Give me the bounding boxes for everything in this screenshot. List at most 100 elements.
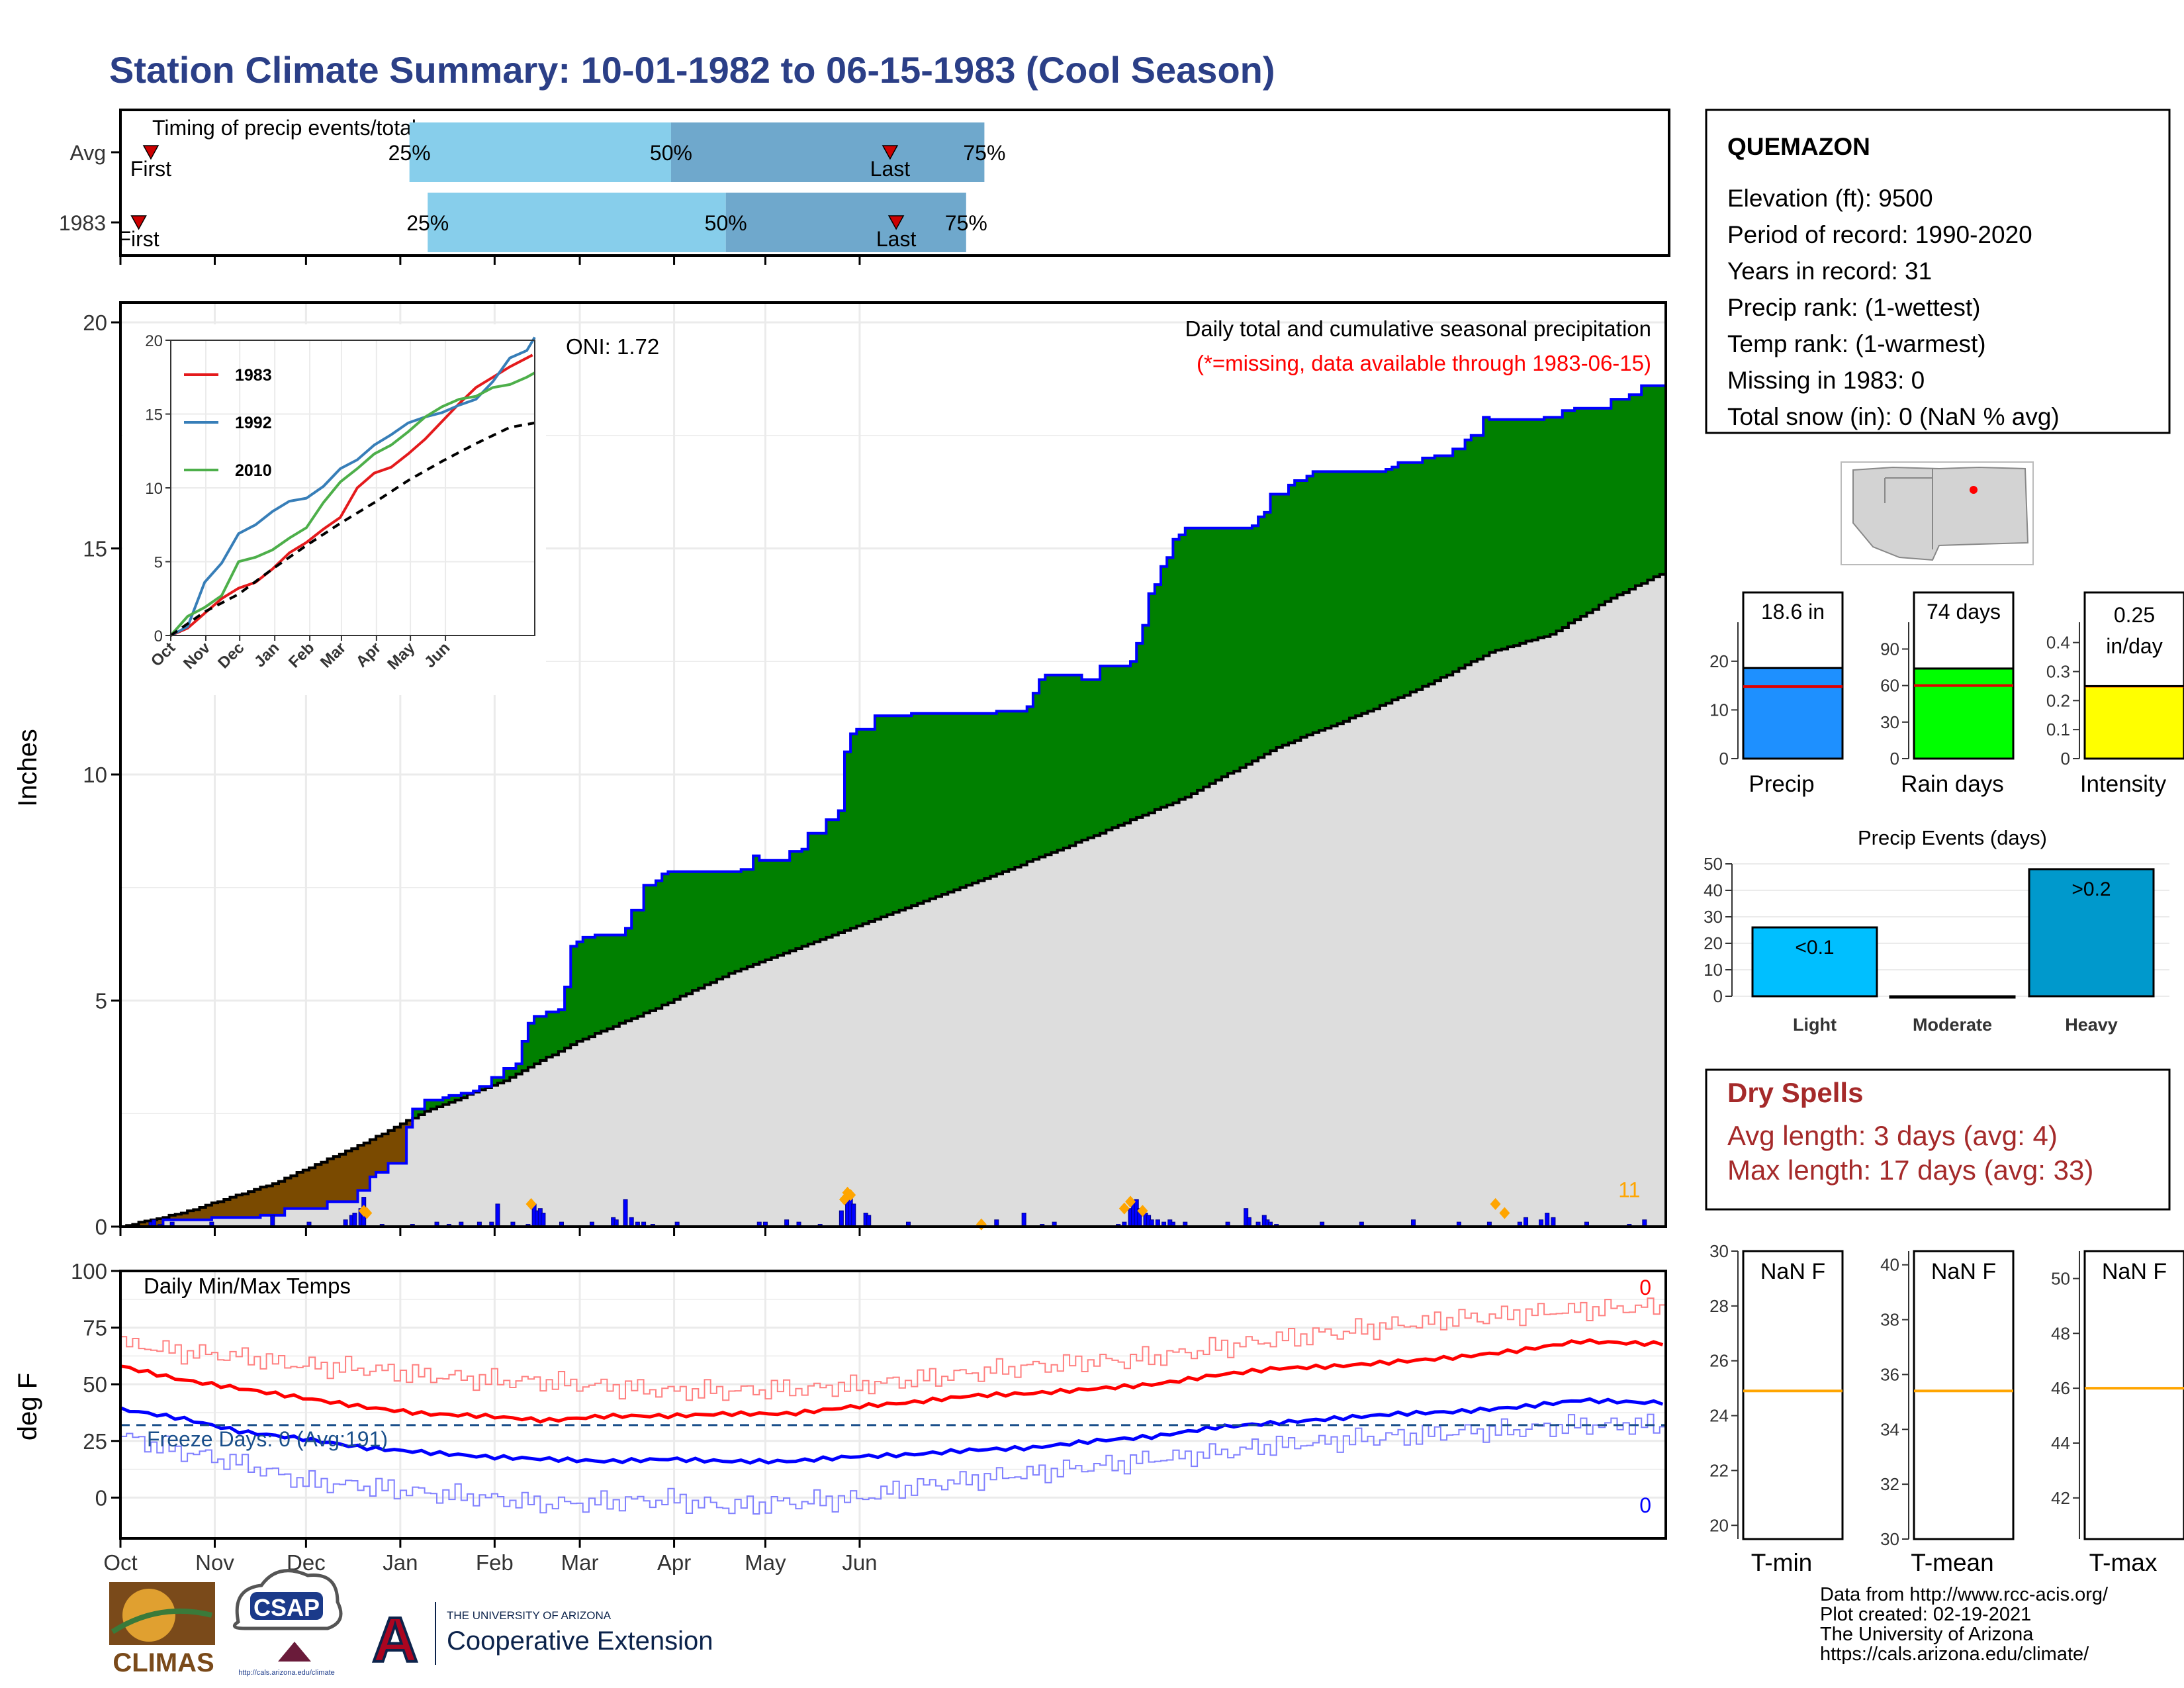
station-name: QUEMAZON [1727,133,1870,160]
station-line: Years in record: 31 [1727,258,1932,285]
wet-anomaly-area [1112,666,1119,828]
events-title: Precip Events (days) [1858,826,2047,849]
daily-precip-bar [866,1215,872,1227]
wet-anomaly-area [1404,462,1411,696]
events-bar [1751,926,1878,998]
dry-anomaly-area [291,1176,298,1209]
wet-anomaly-area [631,910,638,1019]
daily-precip-bar [495,1203,500,1227]
temps-title: Daily Min/Max Temps [144,1274,351,1298]
dry-anomaly-area [242,1194,249,1218]
wet-anomaly-area [479,1086,486,1090]
wet-anomaly-area [1191,528,1198,794]
daily-precip-bar [623,1199,628,1227]
timing-q25-label: 25% [388,141,431,165]
daily-precip-bar [1551,1217,1556,1227]
precip-title: Daily total and cumulative seasonal prec… [1185,316,1651,341]
dry-anomaly-area [187,1211,194,1220]
last-event-marker [882,145,899,160]
dry-anomaly-area [236,1195,243,1218]
wet-anomaly-area [801,849,809,947]
temp-1983-line [120,1397,1664,1465]
wet-anomaly-area [777,860,784,956]
wet-anomaly-area [449,1095,456,1103]
wet-anomaly-area [680,871,687,996]
wet-anomaly-area [1081,679,1089,841]
wet-anomaly-area [1580,408,1588,616]
dry-anomaly-area [199,1207,206,1220]
wet-anomaly-area [796,851,803,949]
first-event-label: First [130,157,171,181]
wet-anomaly-area [1197,528,1204,790]
wet-anomaly-area [510,1068,517,1078]
station-line: Period of record: 1990-2020 [1727,221,2032,248]
event-count-label: 11 [1618,1178,1640,1202]
wet-anomaly-area [716,871,723,980]
wet-anomaly-area [1093,679,1101,836]
csap-logo-text: CSAP [253,1594,320,1621]
inset-ytick-label: 5 [154,554,163,572]
wet-anomaly-area [1203,528,1210,787]
inset-legend-label: 2010 [235,461,272,480]
wet-anomaly-area [1355,471,1362,716]
daily-precip-bar [1524,1217,1529,1227]
timing-q50-label: 50% [705,211,747,235]
wet-anomaly-area [1550,417,1557,635]
wet-anomaly-area [1392,467,1399,700]
wet-anomaly-area [1173,539,1180,803]
stat-value-box [1742,591,1844,669]
dry-anomaly-area [382,1133,389,1173]
dry-anomaly-area [345,1150,352,1202]
wet-anomaly-area [540,1016,547,1060]
stat-bar [1913,667,2015,760]
dry-anomaly-area [327,1158,334,1202]
wet-anomaly-area [771,860,778,958]
wet-anomaly-area [601,935,608,1031]
events-category-label: Moderate [1913,1015,1992,1035]
precip-ytick-label: 10 [83,763,107,787]
wet-anomaly-area [1319,471,1326,731]
wet-anomaly-area [1501,419,1508,649]
wet-anomaly-area [966,713,973,886]
wet-anomaly-area [613,935,620,1027]
dry-anomaly-area [302,1170,310,1209]
inset-ytick-label: 15 [145,406,163,424]
dry-spells-box: Dry Spells Avg length: 3 days (avg: 4) M… [1705,1068,2171,1211]
wet-anomaly-area [1495,419,1502,651]
stat-ytick-label: 0.2 [2046,690,2070,710]
wet-anomaly-area [570,946,578,1045]
temps-xtick-label: Nov [195,1550,234,1575]
wet-anomaly-area [820,833,827,940]
tstat-ytick-label: 28 [1709,1296,1729,1316]
inset-series-line [170,353,533,637]
tstat-box [1913,1250,2015,1540]
tstat-ytick-label: 26 [1709,1351,1729,1371]
wet-anomaly-area [1483,417,1490,656]
wet-anomaly-area [497,1077,504,1084]
wet-anomaly-area [710,871,717,983]
dry-anomaly-area [169,1215,176,1220]
wet-anomaly-area [527,1023,535,1068]
wet-anomaly-area [1434,455,1441,681]
stat-value-label: 18.6 in [1761,600,1825,624]
wet-anomaly-area [1160,566,1167,808]
dry-anomaly-area [369,1139,377,1177]
dry-anomaly-area [321,1162,328,1209]
first-event-marker [142,145,159,160]
dry-anomaly-area [296,1172,304,1209]
wet-anomaly-area [1641,385,1649,584]
timing-q75-label: 75% [945,211,987,235]
timing-bar-q25-q50 [409,122,671,182]
dry-anomaly-area [272,1184,279,1215]
wet-anomaly-area [996,711,1003,874]
wet-anomaly-area [1465,440,1472,665]
precip-panel: Daily total and cumulative seasonal prec… [13,301,1667,1239]
event-marker [845,1189,856,1201]
daily-precip-bar [1545,1213,1550,1227]
tstat-value-label: NaN F [2102,1259,2167,1284]
wet-anomaly-area [948,713,955,892]
wet-anomaly-area [662,874,668,1006]
wet-anomaly-area [1653,385,1661,577]
precip-subtitle: (*=missing, data available through 1983-… [1197,351,1651,375]
